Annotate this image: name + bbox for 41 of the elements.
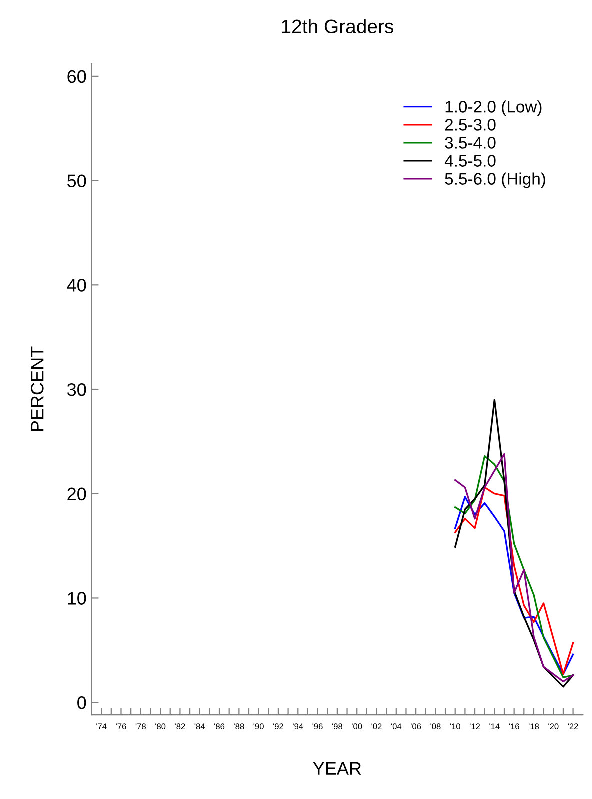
x-tick-label: '74: [96, 724, 107, 730]
x-axis-title: YEAR: [313, 762, 362, 775]
x-tick-label: '80: [156, 724, 166, 730]
legend-label: 2.5-3.0: [445, 119, 496, 131]
x-tick-label: '14: [490, 724, 500, 730]
x-tick-label: '88: [234, 724, 244, 730]
x-tick-label: '86: [214, 724, 225, 730]
x-tick-label: '02: [372, 724, 382, 730]
x-tick-label: '96: [312, 724, 323, 730]
y-tick-label: 20: [68, 488, 86, 501]
x-tick-label: '00: [352, 724, 362, 730]
y-tick-label: 60: [68, 70, 86, 84]
x-tick-label: '76: [116, 724, 126, 730]
chart-title: 12th Graders: [282, 19, 394, 34]
x-tick-label: '20: [548, 724, 559, 730]
line-series: [454, 399, 574, 688]
x-tick-label: '98: [332, 724, 343, 730]
x-tick-label: '10: [450, 724, 460, 730]
y-tick-label: 0: [78, 696, 86, 710]
legend-label: 3.5-4.0: [445, 137, 496, 149]
x-tick-label: '18: [528, 724, 540, 730]
x-tick-label: '84: [194, 724, 206, 730]
y-tick-label: 10: [68, 592, 86, 605]
y-tick-label: 50: [68, 174, 86, 188]
x-tick-label: '08: [430, 724, 441, 730]
x-tick-label: '92: [273, 724, 284, 730]
y-tick-label: 30: [68, 383, 86, 396]
legend-label: 5.5-6.0 (High): [445, 172, 546, 188]
y-tick-label: 40: [67, 279, 86, 292]
y-axis-title: PERCENT: [31, 346, 44, 432]
x-tick-label: '78: [136, 724, 146, 730]
legend-label: 1.0-2.0 (Low): [446, 100, 542, 116]
x-tick-label: '12: [470, 724, 480, 730]
x-tick-label: '22: [568, 724, 578, 730]
x-tick-label: '90: [254, 724, 264, 730]
x-tick-label: '16: [509, 724, 520, 730]
legend-label: 4.5-5.0: [444, 155, 496, 167]
x-tick-label: '06: [411, 724, 422, 730]
x-tick-label: '82: [175, 724, 186, 730]
x-tick-label: '04: [391, 724, 402, 730]
x-tick-label: '94: [293, 724, 304, 730]
